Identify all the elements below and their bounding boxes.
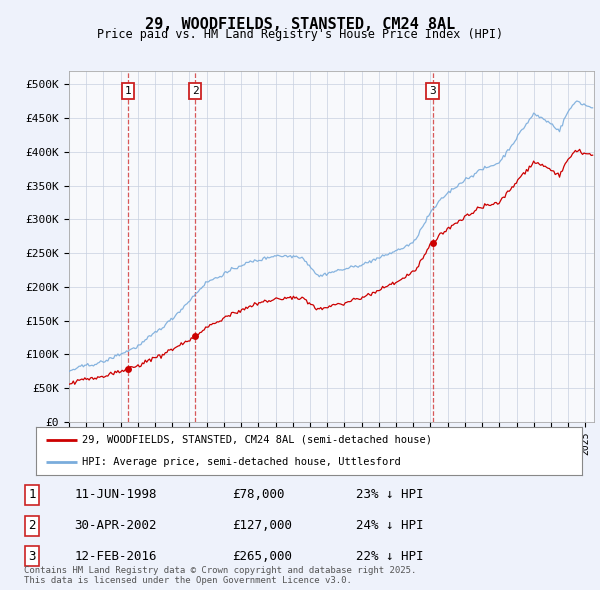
Text: 3: 3 (28, 550, 36, 563)
Text: 22% ↓ HPI: 22% ↓ HPI (356, 550, 424, 563)
Text: £78,000: £78,000 (232, 489, 285, 502)
Text: 1: 1 (125, 86, 131, 96)
Text: 1: 1 (28, 489, 36, 502)
Text: 23% ↓ HPI: 23% ↓ HPI (356, 489, 424, 502)
Text: Contains HM Land Registry data © Crown copyright and database right 2025.
This d: Contains HM Land Registry data © Crown c… (24, 566, 416, 585)
Text: 2: 2 (192, 86, 199, 96)
Text: £265,000: £265,000 (232, 550, 292, 563)
Text: 2: 2 (28, 519, 36, 532)
Bar (69, 71, 594, 422)
Text: 29, WOODFIELDS, STANSTED, CM24 8AL (semi-detached house): 29, WOODFIELDS, STANSTED, CM24 8AL (semi… (82, 435, 433, 445)
Text: 3: 3 (429, 86, 436, 96)
Text: 24% ↓ HPI: 24% ↓ HPI (356, 519, 424, 532)
Text: 29, WOODFIELDS, STANSTED, CM24 8AL: 29, WOODFIELDS, STANSTED, CM24 8AL (145, 17, 455, 31)
Text: Price paid vs. HM Land Registry's House Price Index (HPI): Price paid vs. HM Land Registry's House … (97, 28, 503, 41)
Text: £127,000: £127,000 (232, 519, 292, 532)
Text: 12-FEB-2016: 12-FEB-2016 (74, 550, 157, 563)
Text: 11-JUN-1998: 11-JUN-1998 (74, 489, 157, 502)
Text: 30-APR-2002: 30-APR-2002 (74, 519, 157, 532)
Text: HPI: Average price, semi-detached house, Uttlesford: HPI: Average price, semi-detached house,… (82, 457, 401, 467)
